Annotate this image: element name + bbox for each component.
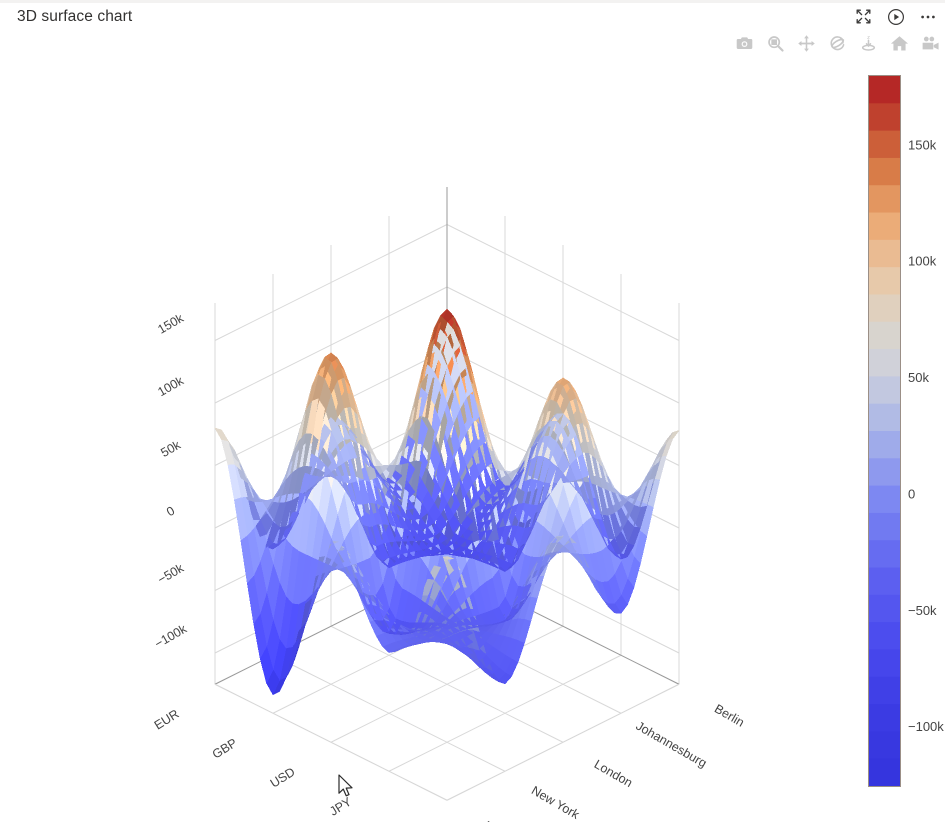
colorbar-segment [869,185,900,214]
x-tick-eur: EUR [152,707,182,733]
turntable-rotation-button[interactable]: z [858,33,879,54]
zoom-button[interactable] [765,33,786,54]
z-tick-4: 100k [155,373,186,399]
colorbar-segment [869,130,900,159]
colorbar-tick-2: 0 [908,486,915,501]
colorbar-segment [869,103,900,132]
colorbar-segment [869,376,900,405]
header-icon-group [854,7,937,26]
colorbar-segment [869,212,900,241]
colorbar-segment [869,731,900,760]
z-tick-1: −50k [155,561,186,587]
z-tick-0: −100k [152,621,189,651]
download-plot-button[interactable] [734,33,755,54]
colorbar-segment [869,294,900,323]
focus-expand-icon[interactable] [854,7,873,26]
colorbar-segment [869,485,900,514]
surface-mesh [214,308,680,696]
colorbar: −100k −50k 0 50k 100k 150k [868,75,944,787]
z-tick-5: 150k [155,311,186,337]
colorbar-segment [869,594,900,623]
colorbar-segment [869,540,900,569]
colorbar-tick-1: −50k [908,603,937,618]
colorbar-segment [869,403,900,432]
colorbar-segment [869,567,900,596]
colorbar-segment [869,349,900,377]
y-tick-paris: Paris [481,818,513,822]
y-tick-berlin: Berlin [712,702,747,730]
reset-camera-lastsave-button[interactable] [920,33,941,54]
colorbar-segment [869,512,900,541]
colorbar-segment [869,676,900,705]
colorbar-segment [869,622,900,651]
colorbar-segment [869,704,900,732]
colorbar-segment [869,76,900,104]
colorbar-tick-3: 50k [908,370,929,385]
orbital-rotation-button[interactable] [827,33,848,54]
colorbar-segment [869,649,900,678]
surface-plot[interactable]: −100k−50k050k100k150kEURGBPUSDJPYCHFPari… [0,58,945,822]
more-options-icon[interactable] [918,7,937,26]
colorbar-tick-0: −100k [908,719,944,734]
x-tick-usd: USD [268,765,298,791]
x-tick-jpy: JPY [327,794,354,818]
pan-button[interactable] [796,33,817,54]
y-tick-london: London [592,757,635,790]
colorbar-outline [868,75,901,787]
colorbar-segment [869,239,900,268]
plotly-modebar: z [734,33,941,54]
colorbar-segment [869,458,900,487]
z-tick-2: 0 [164,504,177,520]
colorbar-segment [869,157,900,186]
colorbar-segment [869,321,900,350]
y-tick-johannesburg: Johannesburg [634,719,710,771]
page-title: 3D surface chart [17,8,133,25]
colorbar-tick-4: 100k [908,254,937,269]
svg-text:z: z [867,35,870,41]
colorbar-tick-5: 150k [908,137,937,152]
play-circle-icon[interactable] [886,7,905,26]
axis-foreground [214,683,680,801]
colorbar-segment [869,431,900,459]
colorbar-segment [869,267,900,296]
reset-camera-default-button[interactable] [889,33,910,54]
z-tick-3: 50k [158,437,183,460]
y-tick-new-york: New York [529,783,582,822]
x-tick-gbp: GBP [210,736,240,762]
colorbar-segment [869,758,900,787]
top-divider [0,0,945,3]
